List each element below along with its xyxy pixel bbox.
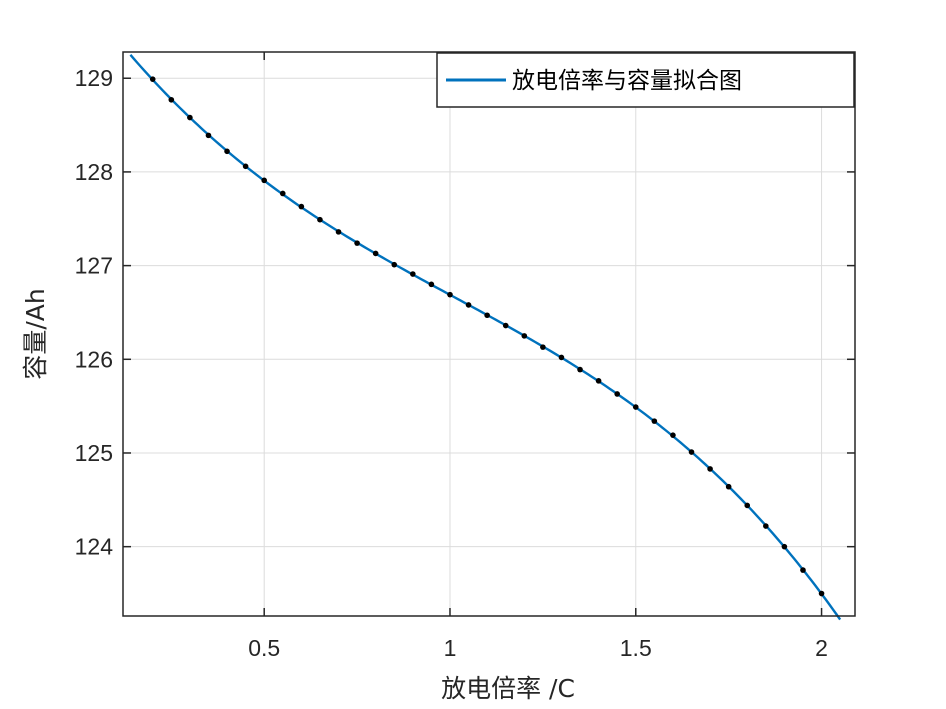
y-tick-label: 124 bbox=[75, 534, 114, 560]
x-tick-label: 1 bbox=[444, 635, 457, 661]
data-point bbox=[317, 216, 323, 223]
y-tick-label: 127 bbox=[75, 253, 113, 279]
data-point bbox=[670, 432, 676, 438]
y-axis-label: 容量/Ah bbox=[21, 288, 50, 379]
data-point bbox=[410, 271, 416, 277]
data-point bbox=[800, 567, 806, 573]
tick-labels: 0.5 1 1.5 2 124 125 126 127 128 129 bbox=[75, 65, 828, 661]
data-point bbox=[224, 148, 230, 155]
data-point bbox=[632, 404, 639, 410]
data-point bbox=[205, 132, 212, 139]
legend: 放电倍率与容量拟合图 bbox=[436, 52, 855, 108]
data-point bbox=[614, 391, 620, 397]
data-point bbox=[521, 333, 528, 339]
x-tick-label: 1.5 bbox=[620, 635, 652, 661]
data-point bbox=[187, 114, 193, 121]
plot-frame bbox=[122, 51, 856, 617]
legend-box bbox=[436, 52, 855, 108]
data-point bbox=[763, 523, 769, 529]
data-point bbox=[391, 261, 398, 268]
y-tick-label: 125 bbox=[75, 440, 113, 466]
x-tick-label: 0.5 bbox=[248, 635, 280, 661]
data-point bbox=[595, 378, 602, 384]
data-point bbox=[707, 466, 713, 472]
legend-entry-label: 放电倍率与容量拟合图 bbox=[512, 68, 742, 94]
data-point bbox=[261, 177, 267, 184]
y-tick-label: 128 bbox=[75, 159, 113, 185]
data-point bbox=[465, 302, 472, 308]
data-point bbox=[168, 96, 175, 103]
data-point bbox=[354, 240, 360, 246]
data-point bbox=[484, 312, 490, 319]
data-point bbox=[688, 449, 695, 455]
data-point bbox=[428, 281, 435, 288]
data-point bbox=[558, 354, 565, 361]
plot-background bbox=[123, 52, 855, 616]
y-tick-label: 126 bbox=[75, 346, 113, 372]
data-point bbox=[447, 291, 453, 298]
data-point bbox=[744, 502, 751, 509]
data-point bbox=[818, 590, 825, 597]
data-point bbox=[725, 483, 732, 490]
x-tick-label: 2 bbox=[815, 635, 828, 661]
data-point bbox=[540, 344, 546, 350]
data-point bbox=[372, 250, 379, 257]
x-axis-label: 放电倍率 /C bbox=[441, 674, 575, 703]
data-markers bbox=[149, 76, 825, 597]
data-point bbox=[149, 76, 156, 82]
data-point bbox=[335, 229, 342, 235]
data-point bbox=[279, 190, 286, 197]
data-point bbox=[781, 543, 788, 550]
data-point bbox=[298, 203, 305, 210]
data-point bbox=[651, 418, 658, 424]
data-point bbox=[242, 163, 249, 170]
data-point bbox=[577, 366, 583, 373]
data-point bbox=[502, 322, 509, 329]
y-tick-label: 129 bbox=[75, 65, 113, 91]
